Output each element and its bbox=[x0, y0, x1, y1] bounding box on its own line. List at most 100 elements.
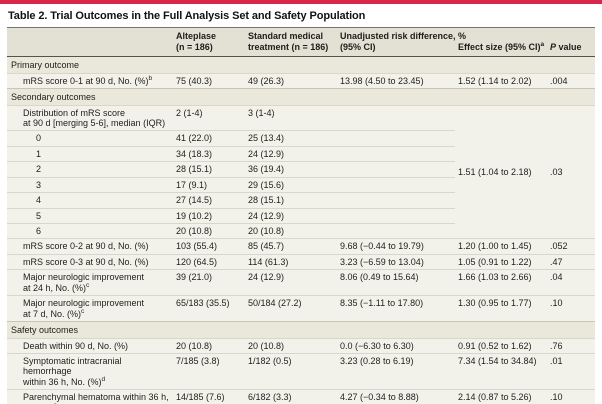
risk-difference-cell: 3.23 (−6.59 to 13.04) bbox=[337, 253, 455, 270]
table-row: Parenchymal hematoma within 36 h, No. (%… bbox=[7, 389, 595, 404]
table-row: Major neurologic improvement at 24 h, No… bbox=[7, 269, 595, 296]
alteplase-cell: 17 (9.1) bbox=[173, 176, 245, 193]
risk-difference-cell bbox=[337, 104, 455, 131]
alteplase-cell: 27 (14.5) bbox=[173, 192, 245, 209]
standard-treatment-cell: 36 (19.4) bbox=[245, 161, 337, 178]
risk-difference-cell bbox=[337, 192, 455, 209]
p-value-cell: .03 bbox=[547, 104, 595, 239]
standard-treatment-cell: 24 (12.9) bbox=[245, 207, 337, 224]
effect-size-cell: 1.20 (1.00 to 1.45) bbox=[455, 238, 547, 255]
row-label: mRS score 0-2 at 90 d, No. (%) bbox=[7, 238, 173, 255]
table-header: Alteplase (n = 186) Standard medical treatm… bbox=[7, 26, 595, 58]
alteplase-cell: 2 (1-4) bbox=[173, 104, 245, 131]
row-label: Parenchymal hematoma within 36 h, No. (%… bbox=[7, 389, 173, 404]
row-label: Death within 90 d, No. (%) bbox=[7, 337, 173, 354]
table-title: Table 2. Trial Outcomes in the Full Anal… bbox=[8, 10, 366, 22]
row-label: 3 bbox=[7, 176, 173, 193]
effect-size-cell: 0.91 (0.52 to 1.62) bbox=[455, 337, 547, 354]
standard-treatment-cell: 20 (10.8) bbox=[245, 223, 337, 239]
alteplase-cell: 65/183 (35.5) bbox=[173, 295, 245, 322]
row-label: mRS score 0-3 at 90 d, No. (%) bbox=[7, 253, 173, 270]
section-row-label: Safety outcomes bbox=[7, 321, 595, 339]
column-header-3: Unadjusted risk difference, % (95% CI) bbox=[337, 26, 466, 58]
row-label: 0 bbox=[7, 130, 173, 147]
section-row: Primary outcome bbox=[7, 56, 595, 74]
standard-treatment-cell: 24 (12.9) bbox=[245, 269, 337, 296]
table-row: 6 20 (10.8) 20 (10.8) bbox=[7, 223, 595, 239]
risk-difference-cell: 8.06 (0.49 to 15.64) bbox=[337, 269, 455, 296]
effect-size-cell: 7.34 (1.54 to 34.84) bbox=[455, 352, 547, 390]
alteplase-cell: 19 (10.2) bbox=[173, 207, 245, 224]
column-header-1: Alteplase (n = 186) bbox=[173, 26, 245, 58]
row-label: mRS score 0-1 at 90 d, No. (%)b bbox=[7, 72, 173, 89]
alteplase-cell: 20 (10.8) bbox=[173, 223, 245, 239]
row-label: 1 bbox=[7, 145, 173, 162]
effect-size-cell: 1.51 (1.04 to 2.18) bbox=[455, 104, 547, 239]
row-label: 5 bbox=[7, 207, 173, 224]
table-row: 1 34 (18.3) 24 (12.9) bbox=[7, 145, 595, 162]
risk-difference-cell: 3.23 (0.28 to 6.19) bbox=[337, 352, 455, 390]
standard-treatment-cell: 1/182 (0.5) bbox=[245, 352, 337, 390]
standard-treatment-cell: 85 (45.7) bbox=[245, 238, 337, 255]
table-row: Symptomatic intracranial hemorrhage with… bbox=[7, 352, 595, 390]
table-row: Distribution of mRS score at 90 d [mergi… bbox=[7, 104, 595, 239]
table-row: 5 19 (10.2) 24 (12.9) bbox=[7, 207, 595, 224]
effect-size-cell: 1.30 (0.95 to 1.77) bbox=[455, 295, 547, 322]
standard-treatment-cell: 50/184 (27.2) bbox=[245, 295, 337, 322]
p-value-cell: .10 bbox=[547, 295, 595, 322]
brand-accent-bar bbox=[0, 0, 602, 4]
table-row: mRS score 0-3 at 90 d, No. (%) 120 (64.5)… bbox=[7, 253, 595, 270]
table-row: mRS score 0-1 at 90 d, No. (%)b 75 (40.3)… bbox=[7, 72, 595, 89]
alteplase-cell: 7/185 (3.8) bbox=[173, 352, 245, 390]
alteplase-cell: 28 (15.1) bbox=[173, 161, 245, 178]
column-header-4: Effect size (95% CI)a bbox=[455, 26, 547, 58]
risk-difference-cell bbox=[337, 176, 455, 193]
alteplase-cell: 14/185 (7.6) bbox=[173, 389, 245, 404]
standard-treatment-cell: 3 (1-4) bbox=[245, 104, 337, 131]
table-row: Death within 90 d, No. (%) 20 (10.8) 20 (1… bbox=[7, 337, 595, 354]
p-value-cell: .052 bbox=[547, 238, 595, 255]
risk-difference-cell bbox=[337, 161, 455, 178]
p-value-cell: .04 bbox=[547, 269, 595, 296]
risk-difference-cell bbox=[337, 223, 455, 239]
section-row: Secondary outcomes bbox=[7, 88, 595, 106]
standard-treatment-cell: 6/182 (3.3) bbox=[245, 389, 337, 404]
risk-difference-cell bbox=[337, 145, 455, 162]
effect-size-cell: 1.05 (0.91 to 1.22) bbox=[455, 253, 547, 270]
effect-size-cell: 1.66 (1.03 to 2.66) bbox=[455, 269, 547, 296]
p-value-cell: .76 bbox=[547, 337, 595, 354]
alteplase-cell: 34 (18.3) bbox=[173, 145, 245, 162]
risk-difference-cell bbox=[337, 130, 455, 147]
standard-treatment-cell: 49 (26.3) bbox=[245, 72, 337, 89]
alteplase-cell: 20 (10.8) bbox=[173, 337, 245, 354]
standard-treatment-cell: 29 (15.6) bbox=[245, 176, 337, 193]
standard-treatment-cell: 114 (61.3) bbox=[245, 253, 337, 270]
alteplase-cell: 120 (64.5) bbox=[173, 253, 245, 270]
table-row: 3 17 (9.1) 29 (15.6) bbox=[7, 176, 595, 193]
table-row: Major neurologic improvement at 7 d, No.… bbox=[7, 295, 595, 322]
section-row-label: Primary outcome bbox=[7, 56, 595, 74]
row-label: Symptomatic intracranial hemorrhage with… bbox=[7, 352, 173, 390]
risk-difference-cell: 0.0 (−6.30 to 6.30) bbox=[337, 337, 455, 354]
p-value-cell: .004 bbox=[547, 72, 595, 89]
standard-treatment-cell: 28 (15.1) bbox=[245, 192, 337, 209]
risk-difference-cell: 9.68 (−0.44 to 19.79) bbox=[337, 238, 455, 255]
table-row: 4 27 (14.5) 28 (15.1) bbox=[7, 192, 595, 209]
standard-treatment-cell: 20 (10.8) bbox=[245, 337, 337, 354]
effect-size-cell: 1.52 (1.14 to 2.02) bbox=[455, 72, 547, 89]
table-row: 0 41 (22.0) 25 (13.4) bbox=[7, 130, 595, 147]
table-row: 2 28 (15.1) 36 (19.4) bbox=[7, 161, 595, 178]
column-header-5: P value bbox=[547, 26, 595, 58]
alteplase-cell: 103 (55.4) bbox=[173, 238, 245, 255]
row-label: Major neurologic improvement at 7 d, No.… bbox=[7, 295, 173, 322]
p-value-cell: .10 bbox=[547, 389, 595, 404]
section-row-label: Secondary outcomes bbox=[7, 88, 595, 106]
p-value-cell: .47 bbox=[547, 253, 595, 270]
risk-difference-cell: 4.27 (−0.34 to 8.88) bbox=[337, 389, 455, 404]
alteplase-cell: 75 (40.3) bbox=[173, 72, 245, 89]
row-label: Distribution of mRS score at 90 d [mergi… bbox=[7, 104, 173, 131]
standard-treatment-cell: 24 (12.9) bbox=[245, 145, 337, 162]
row-label: Major neurologic improvement at 24 h, No… bbox=[7, 269, 173, 296]
risk-difference-cell: 13.98 (4.50 to 23.45) bbox=[337, 72, 455, 89]
